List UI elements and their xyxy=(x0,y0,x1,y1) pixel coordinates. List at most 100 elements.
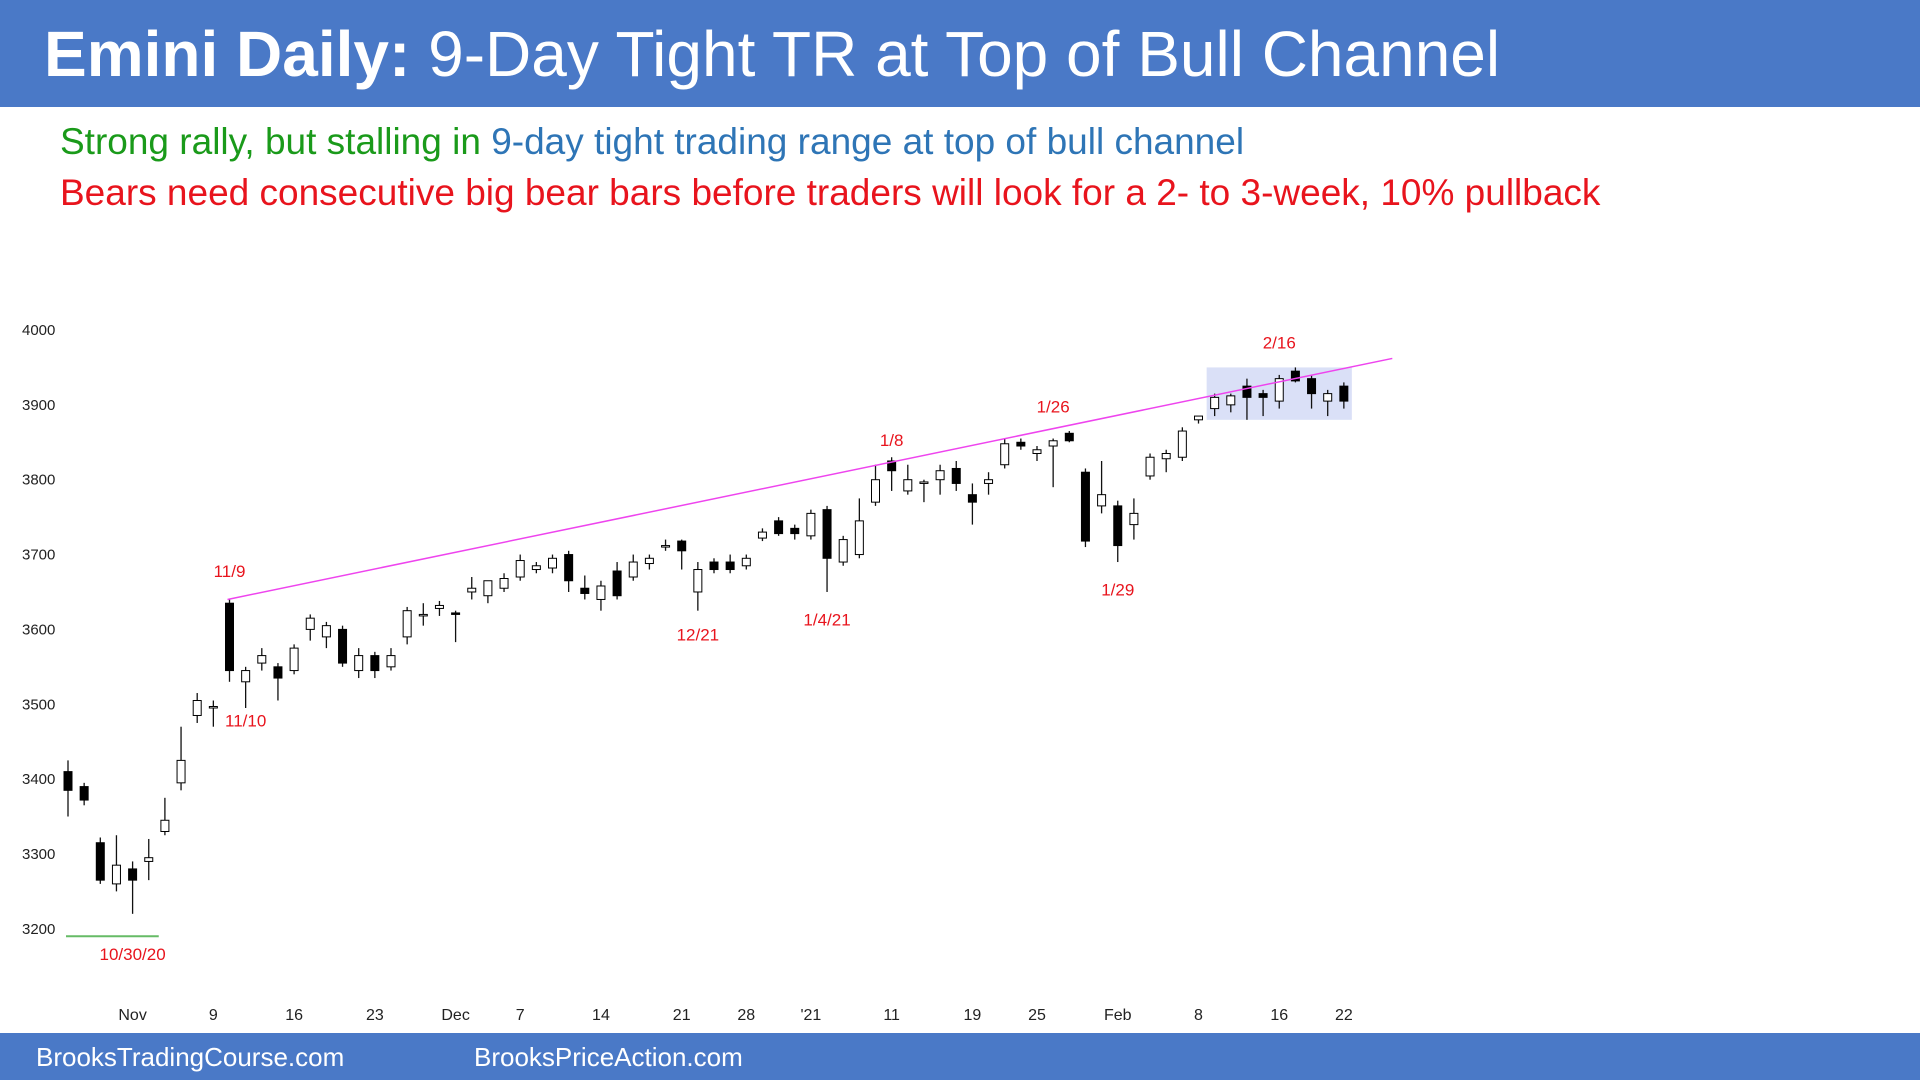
header-bar: Emini Daily: 9-Day Tight TR at Top of Bu… xyxy=(0,0,1920,107)
bear-candle xyxy=(677,540,687,552)
bear-candle xyxy=(63,771,73,791)
bear-candle xyxy=(612,570,622,597)
bull-candle xyxy=(919,481,929,484)
bear-candle xyxy=(1258,393,1268,398)
title-rest: 9-Day Tight TR at Top of Bull Channel xyxy=(428,18,1501,90)
footer-link-right[interactable]: BrooksPriceAction.com xyxy=(474,1042,743,1072)
bull-candle xyxy=(305,617,315,630)
bull-candle xyxy=(321,625,331,638)
x-tick-label: Dec xyxy=(441,1007,469,1024)
bear-candle xyxy=(1080,471,1090,542)
bull-candle xyxy=(1000,443,1010,466)
bull-candle xyxy=(386,655,396,668)
date-annotation: 11/10 xyxy=(225,712,266,731)
bear-candle xyxy=(370,655,380,672)
footer-bar: BrooksTradingCourse.com BrooksPriceActio… xyxy=(0,1033,1920,1080)
bull-candle xyxy=(144,857,154,862)
y-tick-label: 3200 xyxy=(22,921,55,938)
bull-candle xyxy=(160,819,170,832)
bull-candle xyxy=(1194,415,1203,421)
bear-candle xyxy=(1290,370,1300,382)
date-annotation: 12/21 xyxy=(677,626,720,645)
date-annotation: 1/4/21 xyxy=(803,611,850,630)
bear-candle xyxy=(273,666,283,679)
x-tick-label: 23 xyxy=(366,1007,384,1024)
bull-candle xyxy=(1032,449,1042,455)
x-tick-label: 21 xyxy=(673,1007,691,1024)
bull-channel-line xyxy=(227,357,1393,601)
bull-candle xyxy=(1145,456,1155,477)
bull-candle xyxy=(1177,430,1187,458)
y-tick-label: 3400 xyxy=(22,771,55,788)
bull-candle xyxy=(1161,453,1171,460)
x-tick-label: 7 xyxy=(516,1007,525,1024)
bear-candle xyxy=(128,868,138,881)
bear-candle xyxy=(225,602,234,672)
bull-candle xyxy=(838,539,848,563)
bull-candle xyxy=(806,512,816,537)
bear-candle xyxy=(1064,432,1074,442)
date-annotation: 10/30/20 xyxy=(100,945,166,964)
bull-candle xyxy=(418,613,428,617)
bull-candle xyxy=(854,520,864,556)
bull-candle xyxy=(548,557,557,569)
x-tick-label: 22 xyxy=(1335,1007,1353,1024)
y-tick-label: 3800 xyxy=(22,472,55,489)
bull-candle xyxy=(903,479,913,492)
x-tick-label: '21 xyxy=(800,1007,821,1024)
x-tick-label: 8 xyxy=(1194,1007,1203,1024)
title-bold: Emini Daily: xyxy=(44,18,411,90)
date-annotation: 11/9 xyxy=(214,562,246,581)
x-tick-label: 16 xyxy=(285,1007,303,1024)
bull-candle xyxy=(935,470,945,481)
bear-candle xyxy=(564,554,574,582)
bull-candle xyxy=(871,479,880,503)
bull-candle xyxy=(1274,378,1284,402)
x-tick-label: 9 xyxy=(209,1007,218,1024)
x-tick-label: 11 xyxy=(883,1007,900,1024)
bear-candle xyxy=(774,520,784,535)
bull-candle xyxy=(757,531,767,539)
bear-candle xyxy=(580,587,590,594)
x-tick-label: 14 xyxy=(592,1007,610,1024)
y-tick-label: 3900 xyxy=(22,397,55,414)
bear-candle xyxy=(95,842,105,881)
bull-candle xyxy=(192,700,202,716)
bull-candle xyxy=(241,670,251,683)
subtitle-line-1-green: Strong rally, but stalling in xyxy=(60,121,481,162)
bear-candle xyxy=(709,561,719,571)
date-annotation: 1/8 xyxy=(880,431,904,450)
bear-candle xyxy=(725,561,735,571)
bull-candle xyxy=(257,655,267,664)
bear-candle xyxy=(967,494,977,503)
candlestick-chart: 3200 3300 3400 3500 3600 3700 3800 3900 4000 Nov 9… xyxy=(22,322,1393,1024)
subtitle-line-1: Strong rally, but stalling in 9-day tigh… xyxy=(60,119,1244,165)
footer-link-left[interactable]: BrooksTradingCourse.com xyxy=(36,1042,345,1072)
bear-candle xyxy=(1242,385,1252,398)
bull-candle xyxy=(354,655,364,672)
bull-candle xyxy=(1129,512,1139,526)
subtitle-line-1-blue: 9-day tight trading range at top of bull… xyxy=(491,121,1245,162)
bull-candle xyxy=(1323,393,1333,402)
page-title: Emini Daily: 9-Day Tight TR at Top of Bu… xyxy=(44,14,1500,94)
bear-candle xyxy=(1113,505,1123,547)
bull-candle xyxy=(693,569,703,593)
x-tick-label: 25 xyxy=(1028,1007,1046,1024)
bull-candle xyxy=(434,604,444,609)
bear-candle xyxy=(451,612,461,615)
date-annotation: 1/29 xyxy=(1101,581,1134,600)
bear-candle xyxy=(1016,441,1026,447)
bull-candle xyxy=(289,647,299,672)
bear-candle xyxy=(951,467,961,484)
date-annotation: 1/26 xyxy=(1037,397,1070,416)
x-tick-label: 16 xyxy=(1270,1007,1288,1024)
bull-candle xyxy=(1048,440,1058,447)
bull-candle xyxy=(741,557,751,567)
bull-candle xyxy=(628,561,638,578)
x-tick-label: 19 xyxy=(964,1007,982,1024)
y-tick-label: 3300 xyxy=(22,846,55,863)
bull-candle xyxy=(402,610,412,638)
bull-candle xyxy=(176,759,186,784)
y-tick-label: 3500 xyxy=(22,696,55,713)
bull-candle xyxy=(596,585,606,600)
